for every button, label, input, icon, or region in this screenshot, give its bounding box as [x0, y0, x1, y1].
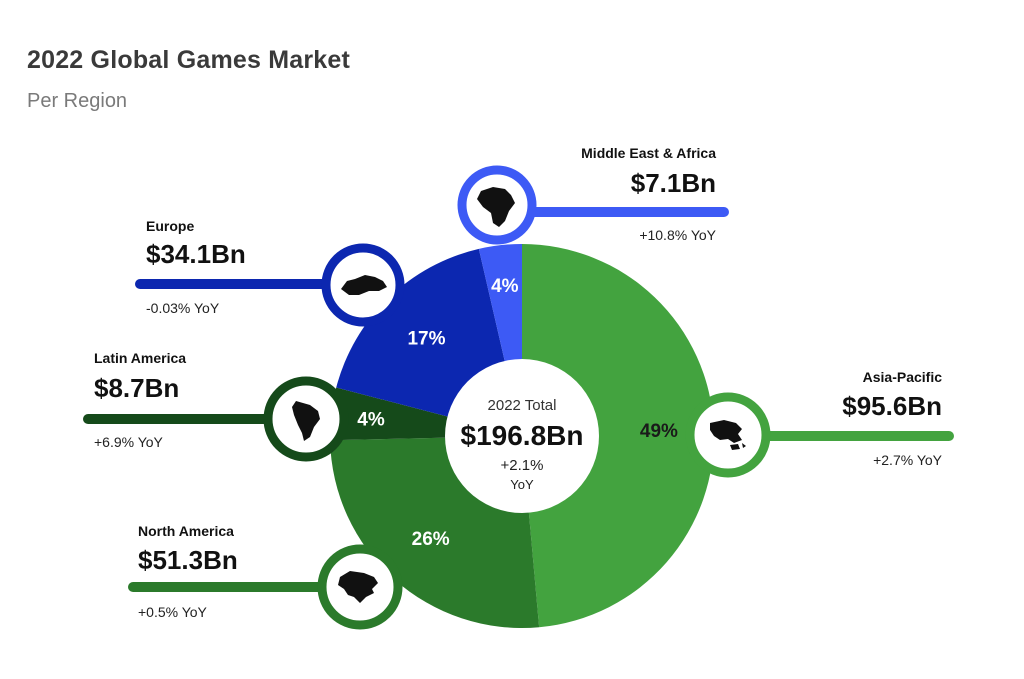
region-yoy-north-america: +0.5% YoY	[138, 604, 208, 620]
region-name-latin-america: Latin America	[94, 350, 186, 366]
region-yoy-latin-america: +6.9% YoY	[94, 434, 164, 450]
chart-title: 2022 Global Games Market	[27, 46, 351, 74]
region-value-north-america: $51.3Bn	[138, 545, 238, 575]
center-yoy-pct: +2.1%	[501, 457, 544, 474]
region-value-middle-east-africa: $7.1Bn	[631, 168, 716, 198]
region-name-middle-east-africa: Middle East & Africa	[581, 145, 716, 161]
region-value-europe: $34.1Bn	[146, 239, 246, 269]
slice-pct-north-america: 26%	[412, 529, 450, 550]
asia-pacific-map-icon	[710, 420, 746, 450]
slice-pct-europe: 17%	[407, 329, 445, 350]
europe-map-icon	[341, 275, 387, 295]
slice-pct-latin-america: 4%	[357, 409, 385, 430]
region-yoy-middle-east-africa: +10.8% YoY	[639, 227, 716, 243]
slice-pct-middle-east-africa: 4%	[491, 276, 519, 297]
region-name-asia-pacific: Asia-Pacific	[863, 369, 943, 385]
africa-map-icon	[477, 187, 515, 227]
region-value-asia-pacific: $95.6Bn	[842, 391, 942, 421]
region-yoy-asia-pacific: +2.7% YoY	[873, 452, 943, 468]
region-name-north-america: North America	[138, 523, 234, 539]
region-yoy-europe: -0.03% YoY	[146, 300, 220, 316]
slice-asia-pacific	[522, 244, 714, 628]
north-america-map-icon	[338, 571, 378, 603]
region-name-europe: Europe	[146, 218, 194, 234]
slice-pct-asia-pacific: 49%	[640, 421, 678, 442]
region-value-latin-america: $8.7Bn	[94, 373, 179, 403]
center-total: 2022 Total $196.8Bn +2.1% YoY	[445, 359, 599, 513]
chart-subtitle: Per Region	[27, 90, 128, 112]
center-total-label: 2022 Total	[488, 397, 557, 414]
center-total-value: $196.8Bn	[461, 420, 584, 451]
latin-america-map-icon	[292, 401, 320, 441]
callouts-group: Asia-Pacific $95.6Bn +2.7% YoY North Americ…	[83, 145, 954, 630]
center-yoy-text: YoY	[510, 477, 534, 492]
